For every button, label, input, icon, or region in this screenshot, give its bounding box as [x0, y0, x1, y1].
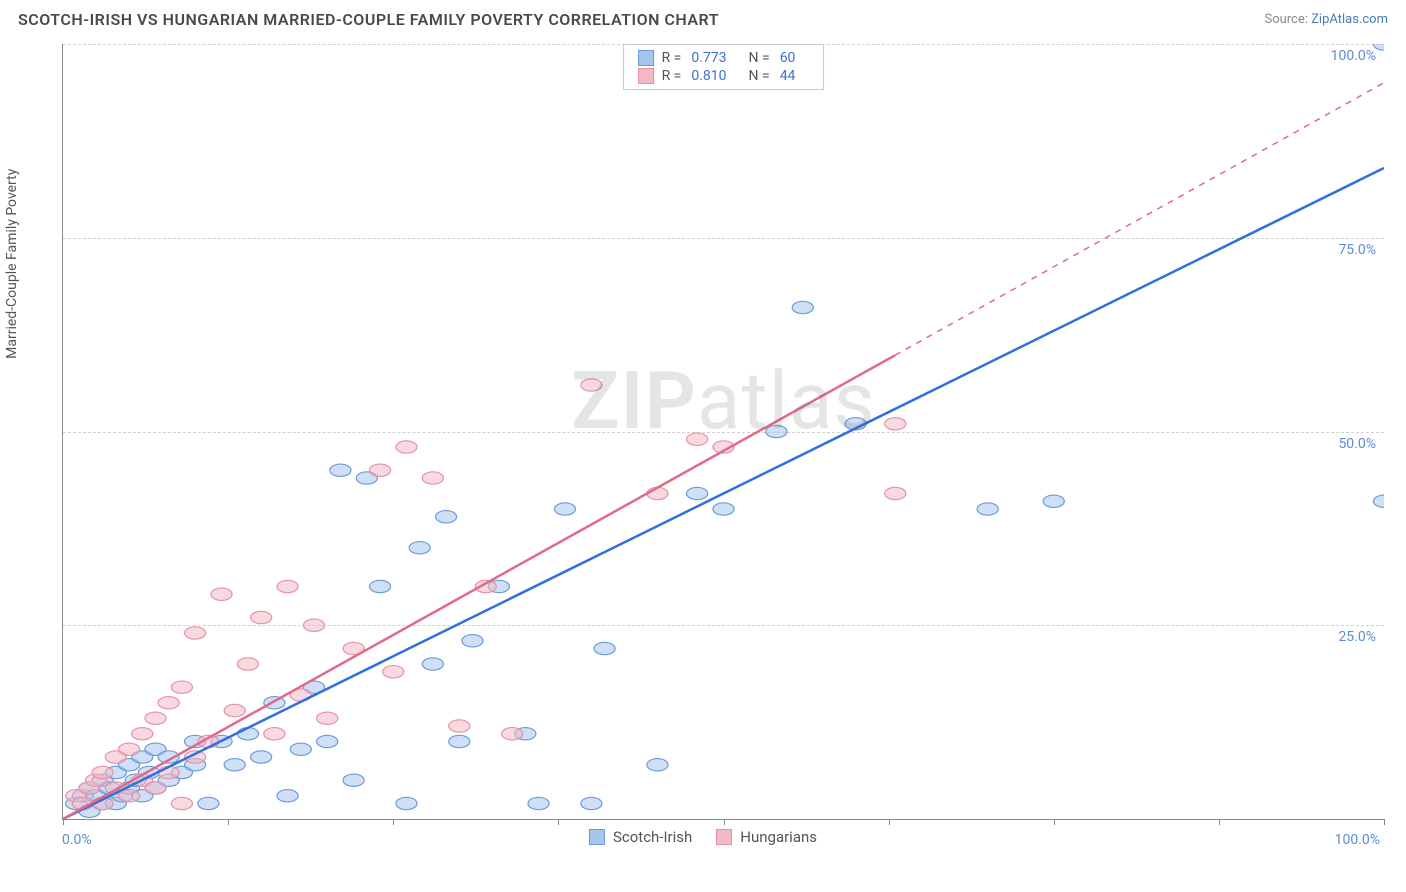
- legend-n-value: 60: [780, 50, 796, 66]
- legend-r-value: 0.773: [691, 50, 726, 66]
- data-point: [1043, 495, 1064, 507]
- data-point: [766, 425, 787, 437]
- legend-n-label: N =: [749, 68, 770, 84]
- data-point: [687, 433, 708, 445]
- data-point: [462, 635, 483, 647]
- x-axis-max-label: 100.0%: [1335, 832, 1380, 848]
- data-point: [330, 464, 351, 476]
- data-point: [449, 735, 470, 747]
- data-point: [502, 728, 523, 740]
- data-point: [145, 782, 166, 794]
- data-point: [198, 797, 219, 809]
- x-tick: [228, 819, 229, 825]
- data-point: [251, 751, 272, 763]
- data-point: [237, 728, 258, 740]
- data-point: [277, 580, 298, 592]
- data-point: [885, 487, 906, 499]
- data-point: [647, 487, 668, 499]
- legend-r-label: R =: [662, 68, 682, 84]
- source-link[interactable]: ZipAtlas.com: [1311, 12, 1388, 27]
- data-point: [264, 728, 285, 740]
- data-point: [396, 797, 417, 809]
- x-tick: [1219, 819, 1220, 825]
- data-point: [528, 797, 549, 809]
- data-point: [581, 797, 602, 809]
- x-tick: [393, 819, 394, 825]
- data-point: [554, 503, 575, 515]
- legend-r-label: R =: [662, 50, 682, 66]
- series-legend: Scotch-Irish Hungarians: [589, 828, 817, 846]
- trend-line: [63, 168, 1384, 819]
- y-axis-label: Married-Couple Family Poverty: [4, 169, 20, 359]
- legend-n-label: N =: [749, 50, 770, 66]
- data-point: [383, 666, 404, 678]
- x-tick: [1384, 819, 1385, 825]
- data-point: [317, 735, 338, 747]
- legend-swatch: [638, 50, 654, 66]
- data-point: [92, 766, 113, 778]
- data-point: [237, 658, 258, 670]
- data-point: [396, 441, 417, 453]
- x-tick: [63, 819, 64, 825]
- trend-line-extrapolated: [895, 83, 1384, 355]
- data-point: [369, 580, 390, 592]
- data-point: [224, 704, 245, 716]
- x-tick: [1054, 819, 1055, 825]
- data-point: [118, 743, 139, 755]
- data-point: [436, 511, 457, 523]
- data-point: [185, 627, 206, 639]
- data-point: [409, 542, 430, 554]
- data-point: [211, 588, 232, 600]
- x-tick: [558, 819, 559, 825]
- series-legend-item: Hungarians: [716, 828, 817, 846]
- data-point: [277, 790, 298, 802]
- data-point: [647, 759, 668, 771]
- data-point: [1373, 495, 1384, 507]
- data-point: [422, 472, 443, 484]
- data-point: [581, 379, 602, 391]
- legend-swatch: [716, 829, 732, 845]
- data-point: [792, 301, 813, 313]
- data-point: [132, 728, 153, 740]
- data-point: [317, 712, 338, 724]
- x-tick: [889, 819, 890, 825]
- data-point: [303, 619, 324, 631]
- data-point: [145, 712, 166, 724]
- data-point: [251, 611, 272, 623]
- data-point: [1373, 44, 1384, 50]
- series-label: Hungarians: [740, 828, 817, 846]
- trend-line: [63, 355, 895, 819]
- data-point: [369, 464, 390, 476]
- data-point: [158, 697, 179, 709]
- plot-region: R =0.773N =60R =0.810N =44 ZIPatlas 25.0…: [62, 44, 1384, 820]
- legend-row: R = 0.773 N = 60: [638, 49, 810, 67]
- legend-swatch: [589, 829, 605, 845]
- data-point: [171, 797, 192, 809]
- data-point: [171, 681, 192, 693]
- data-point: [594, 642, 615, 654]
- chart-title: SCOTCH-IRISH VS HUNGARIAN MARRIED-COUPLE…: [18, 10, 719, 29]
- x-tick: [724, 819, 725, 825]
- source-prefix: Source:: [1264, 12, 1311, 27]
- series-label: Scotch-Irish: [613, 828, 692, 846]
- data-point: [687, 487, 708, 499]
- data-point: [290, 743, 311, 755]
- series-legend-item: Scotch-Irish: [589, 828, 692, 846]
- data-point: [885, 418, 906, 430]
- legend-n-value: 44: [780, 68, 796, 84]
- data-point: [422, 658, 443, 670]
- legend-r-value: 0.810: [691, 68, 726, 84]
- x-axis-min-label: 0.0%: [62, 832, 92, 848]
- data-point: [224, 759, 245, 771]
- data-point: [977, 503, 998, 515]
- data-point: [343, 774, 364, 786]
- data-point: [713, 503, 734, 515]
- scatter-svg: [63, 44, 1384, 819]
- legend-row: R = 0.810 N = 44: [638, 67, 810, 85]
- data-point: [449, 720, 470, 732]
- source-label: Source: ZipAtlas.com: [1264, 12, 1388, 27]
- chart-area: Married-Couple Family Poverty R =0.773N …: [18, 40, 1388, 852]
- correlation-legend: R = 0.773 N = 60 R = 0.810 N = 44: [623, 44, 825, 90]
- legend-swatch: [638, 68, 654, 84]
